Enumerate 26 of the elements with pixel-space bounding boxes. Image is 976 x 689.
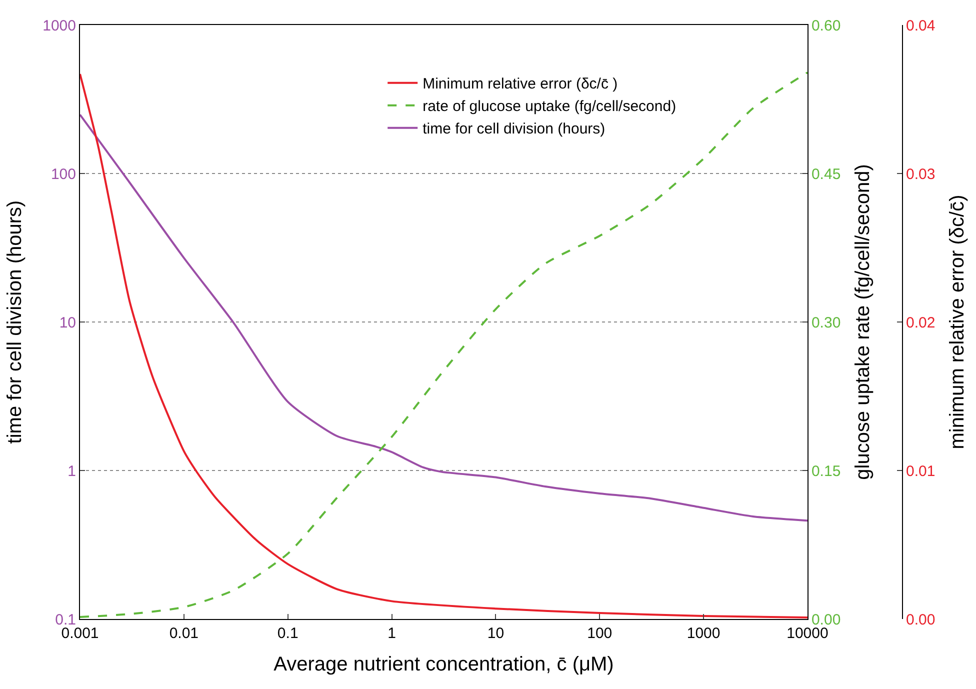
x-tick-label: 0.1 bbox=[277, 625, 298, 642]
y3-tick-label: 0.03 bbox=[906, 166, 936, 183]
y2-tick-label: 0.15 bbox=[811, 462, 841, 480]
y2-tick-label: 0.60 bbox=[811, 17, 841, 34]
y3-axis-title: minimum relative error (δc/c̄) bbox=[946, 194, 969, 450]
y3-tick-label: 0.02 bbox=[906, 314, 936, 332]
legend-label: time for cell division (hours) bbox=[422, 120, 606, 138]
y2-tick-label: 0.30 bbox=[811, 314, 841, 332]
y-axis-title: time for cell division (hours) bbox=[4, 200, 26, 444]
y3-tick-label: 0.01 bbox=[906, 462, 936, 480]
x-tick-label: 10 bbox=[487, 625, 504, 642]
y-tick-label: 1 bbox=[68, 462, 76, 480]
legend-label: Minimum relative error (δc/c̄ ) bbox=[422, 76, 618, 93]
y3-tick-label: 0.04 bbox=[906, 17, 936, 34]
x-tick-label: 0.01 bbox=[169, 625, 199, 642]
y-tick-label: 100 bbox=[50, 166, 76, 183]
y2-axis-title: glucose uptake rate (fg/cell/second) bbox=[852, 164, 874, 480]
y-tick-label: 1000 bbox=[42, 17, 76, 34]
y-tick-label: 10 bbox=[59, 314, 76, 332]
y2-tick-label: 0.45 bbox=[811, 166, 841, 183]
x-tick-label: 100 bbox=[587, 625, 612, 642]
y3-tick-label: 0.00 bbox=[906, 611, 936, 628]
legend-label: rate of glucose uptake (fg/cell/second) bbox=[422, 98, 676, 116]
x-tick-label: 1 bbox=[388, 625, 396, 642]
x-axis-title: Average nutrient concentration, c̄ (μM) bbox=[274, 654, 614, 676]
x-tick-label: 1000 bbox=[686, 625, 720, 642]
